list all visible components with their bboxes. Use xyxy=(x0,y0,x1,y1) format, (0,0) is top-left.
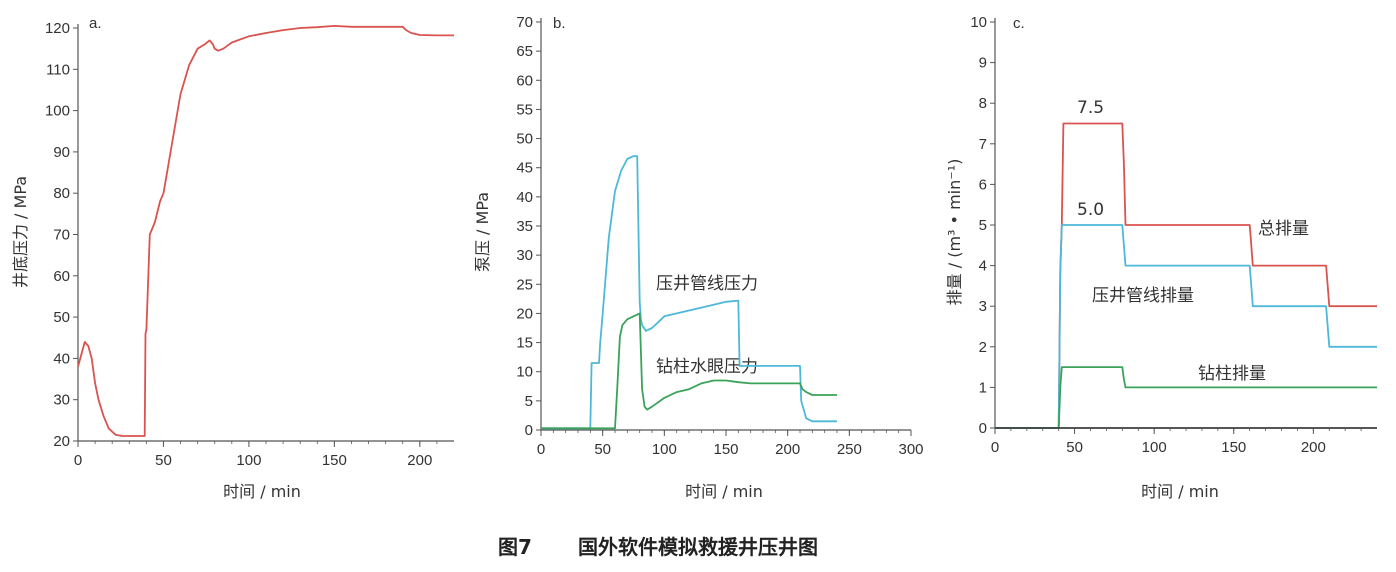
y-tick-label: 2 xyxy=(979,339,987,356)
caption-label: 图7 xyxy=(498,535,532,559)
x-tick-label: 250 xyxy=(837,441,862,458)
x-tick-label: 0 xyxy=(74,452,82,469)
x-tick-label: 300 xyxy=(898,441,923,458)
y-tick-label: 1 xyxy=(979,379,987,396)
y-tick-label: 65 xyxy=(516,43,533,60)
y-tick-label: 50 xyxy=(53,309,70,326)
y-tick-label: 50 xyxy=(516,131,533,148)
y-tick-label: 10 xyxy=(970,14,987,31)
y-tick-label: 6 xyxy=(979,176,987,193)
x-tick-label: 200 xyxy=(1301,439,1326,456)
x-axis-label-c: 时间 / min xyxy=(1141,482,1219,501)
chart-b: b. 时间 / min 泵压 / MPa 压井管线压力 钻柱水眼压力 0 50 10… xyxy=(473,14,924,501)
panel-label-b: b. xyxy=(553,15,566,32)
annotation-total-peak: 7.5 xyxy=(1077,98,1104,118)
x-tick-label: 50 xyxy=(155,452,172,469)
y-tick-label: 5 xyxy=(525,393,533,410)
y-tick-label: 10 xyxy=(516,364,533,381)
y-tick-label: 110 xyxy=(46,61,70,78)
x-axis-label-a: 时间 / min xyxy=(223,482,301,501)
chart-a: a. 时间 / min 井底压力 / MPa 0 50 100 150 200 20 30 4… xyxy=(11,15,454,501)
y-tick-label: 90 xyxy=(53,144,70,161)
y-tick-label: 70 xyxy=(516,14,533,31)
x-tick-label: 100 xyxy=(652,441,677,458)
y-tick-label: 3 xyxy=(979,298,987,315)
chart-c: c. 时间 / min 排量 / (m³ • min⁻¹) 7.5 5.0 总排… xyxy=(945,14,1377,501)
y-tick-label: 20 xyxy=(516,305,533,322)
x-tick-label: 200 xyxy=(407,452,432,469)
series-line-3-2 xyxy=(995,224,1377,429)
panel-label-c: c. xyxy=(1013,15,1025,32)
y-tick-label: 20 xyxy=(53,433,70,450)
y-axis-label-a: 井底压力 / MPa xyxy=(11,176,30,288)
x-tick-label: 200 xyxy=(775,441,800,458)
y-tick-label: 5 xyxy=(979,217,987,234)
figure-caption: 图7 国外软件模拟救援井压井图 xyxy=(498,535,818,559)
x-tick-label: 150 xyxy=(713,441,738,458)
y-axis-label-b: 泵压 / MPa xyxy=(473,192,492,272)
x-tick-label: 150 xyxy=(1221,439,1246,456)
y-tick-label: 80 xyxy=(53,185,70,202)
y-tick-label: 120 xyxy=(45,20,70,37)
y-axis-label-c: 排量 / (m³ • min⁻¹) xyxy=(945,159,964,306)
y-tick-label: 30 xyxy=(516,247,533,264)
series-line-2-1 xyxy=(541,155,837,430)
y-tick-label: 55 xyxy=(516,101,533,118)
x-axis-label-b: 时间 / min xyxy=(685,482,763,501)
caption-text: 国外软件模拟救援井压井图 xyxy=(578,535,818,559)
x-tick-label: 50 xyxy=(594,441,611,458)
panel-label-a: a. xyxy=(89,15,102,32)
y-tick-label: 9 xyxy=(979,55,987,72)
series-line-1-1 xyxy=(77,25,454,437)
annotation-drillstring-pressure: 钻柱水眼压力 xyxy=(656,357,758,377)
y-tick-label: 30 xyxy=(53,392,70,409)
y-tick-label: 0 xyxy=(525,422,533,439)
y-tick-label: 60 xyxy=(516,72,533,89)
y-tick-label: 15 xyxy=(516,335,533,352)
y-tick-label: 35 xyxy=(516,218,533,235)
y-tick-label: 40 xyxy=(516,189,533,206)
y-tick-label: 7 xyxy=(979,136,987,153)
x-tick-label: 0 xyxy=(991,439,999,456)
annotation-kill-line-rate: 压井管线排量 xyxy=(1092,286,1194,306)
x-tick-label: 0 xyxy=(537,441,545,458)
annotation-kill-line-pressure: 压井管线压力 xyxy=(656,274,758,294)
y-tick-label: 0 xyxy=(979,420,987,437)
y-tick-label: 60 xyxy=(53,268,70,285)
x-tick-label: 100 xyxy=(236,452,261,469)
y-tick-label: 25 xyxy=(516,276,533,293)
series-line-3-1 xyxy=(995,122,1377,429)
series-line-2-2 xyxy=(541,312,837,430)
annotation-total-rate: 总排量 xyxy=(1258,219,1309,239)
annotation-kill-line-peak: 5.0 xyxy=(1077,200,1104,220)
x-tick-label: 150 xyxy=(322,452,347,469)
x-tick-label: 50 xyxy=(1066,439,1083,456)
y-tick-label: 70 xyxy=(53,227,70,244)
series-line-3-3 xyxy=(995,366,1377,429)
annotation-drillstring-rate: 钻柱排量 xyxy=(1198,364,1266,384)
y-tick-label: 45 xyxy=(516,160,533,177)
x-tick-label: 100 xyxy=(1142,439,1167,456)
y-tick-label: 100 xyxy=(45,103,70,120)
y-tick-label: 40 xyxy=(53,350,70,367)
y-tick-label: 8 xyxy=(979,95,987,112)
y-tick-label: 4 xyxy=(979,258,987,275)
